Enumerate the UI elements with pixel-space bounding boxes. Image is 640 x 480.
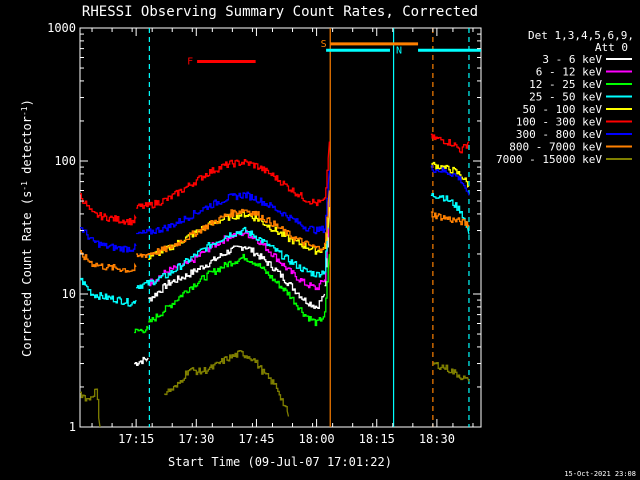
flag-label: F: [187, 56, 193, 67]
legend-label: 800 - 7000 keV: [509, 141, 602, 154]
series-line: [80, 193, 137, 226]
series-line: [80, 388, 101, 428]
series-line: [432, 361, 470, 382]
series-line: [430, 161, 470, 188]
x-tick-label: 18:30: [419, 432, 455, 446]
footer-date: 15-Oct-2021 23:08: [564, 470, 636, 478]
legend-label: 100 - 300 keV: [516, 116, 602, 129]
series-line: [80, 277, 137, 307]
flag-label: S: [321, 39, 327, 50]
series-line: [136, 141, 331, 209]
series-line: [134, 325, 149, 334]
legend-label: 300 - 800 keV: [516, 128, 602, 141]
series-line: [136, 190, 331, 258]
series-line: [148, 206, 331, 260]
x-tick-label: 17:15: [118, 432, 154, 446]
series-line: [136, 170, 331, 235]
series-line: [136, 190, 331, 289]
y-tick-label: 1: [69, 420, 76, 434]
series-line: [430, 211, 470, 229]
vertical-markers: [148, 28, 470, 427]
attenuator-label: Att 0: [595, 41, 628, 54]
series-line: [430, 193, 470, 235]
legend-label: 3 - 6 keV: [542, 53, 602, 66]
y-axis-label: Corrected Count Rate (s-1 detector-1): [20, 99, 34, 357]
flags-layer: N F S: [187, 39, 481, 67]
flag-label: N: [396, 45, 402, 56]
series-line: [148, 253, 331, 327]
x-tick-label: 17:45: [238, 432, 274, 446]
x-tick-label: 18:00: [299, 432, 335, 446]
y-tick-label: 100: [54, 154, 76, 168]
series-line: [148, 245, 326, 309]
y-tick-label: 1000: [47, 21, 76, 35]
series-line: [134, 356, 149, 366]
legend-label: 6 - 12 keV: [536, 66, 603, 79]
detector-label: Det 1,3,4,5,6,9,: [528, 29, 634, 42]
series-line: [80, 227, 137, 253]
series-layer: [80, 133, 470, 428]
y-tick-label: 10: [62, 287, 76, 301]
series-line: [80, 250, 137, 273]
series-line: [430, 133, 470, 154]
x-tick-label: 17:30: [178, 432, 214, 446]
chart-title: RHESSI Observing Summary Count Rates, Co…: [82, 4, 478, 20]
legend-label: 50 - 100 keV: [523, 103, 603, 116]
legend-label: 7000 - 15000 keV: [496, 153, 602, 166]
series-line: [164, 349, 290, 417]
x-axis-label: Start Time (09-Jul-07 17:01:22): [168, 455, 392, 469]
legend-label: 12 - 25 keV: [529, 78, 602, 91]
plot-area: N F S 17:15 17:30 17:45 18:00 18:15 18:30 1 10 100…: [47, 21, 482, 446]
x-tick-label: 18:15: [359, 432, 395, 446]
ticks-layer: 17:15 17:30 17:45 18:00 18:15 18:30 1 10 100 1000: [47, 21, 481, 446]
legend-label: 25 - 50 keV: [529, 91, 602, 104]
series-line: [430, 165, 470, 196]
